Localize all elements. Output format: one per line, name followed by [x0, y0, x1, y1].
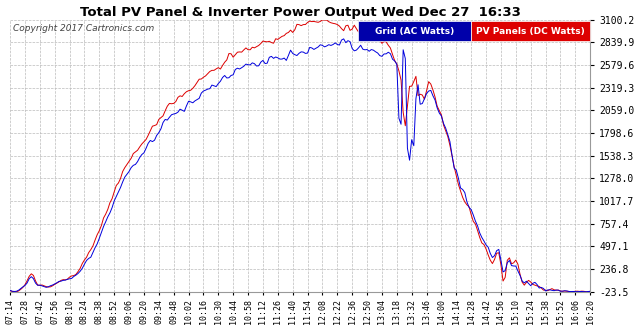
Title: Total PV Panel & Inverter Power Output Wed Dec 27  16:33: Total PV Panel & Inverter Power Output W…	[79, 6, 520, 18]
Text: Copyright 2017 Cartronics.com: Copyright 2017 Cartronics.com	[13, 24, 154, 33]
Text: PV Panels (DC Watts): PV Panels (DC Watts)	[476, 27, 585, 36]
Bar	[471, 21, 590, 42]
Bar	[358, 21, 471, 42]
Text: Grid (AC Watts): Grid (AC Watts)	[375, 27, 454, 36]
